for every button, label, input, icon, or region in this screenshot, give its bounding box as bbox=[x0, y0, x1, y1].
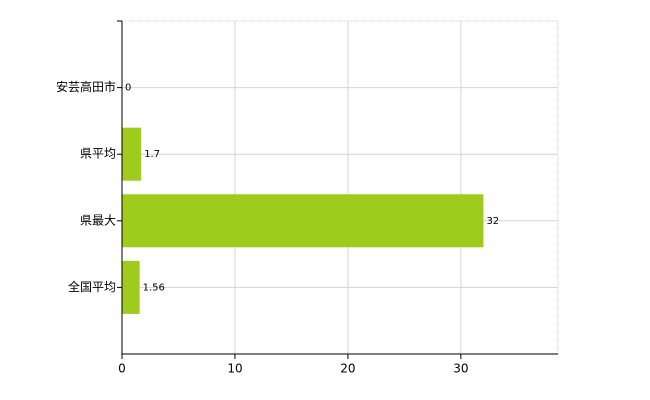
y-tick-label: 県平均 bbox=[80, 147, 116, 161]
y-tick-label: 県最大 bbox=[80, 213, 116, 227]
bar bbox=[122, 194, 484, 248]
y-tick-label: 全国平均 bbox=[68, 279, 116, 294]
data-label: 0 bbox=[125, 83, 131, 94]
bar bbox=[122, 260, 140, 314]
data-label: 1.7 bbox=[144, 149, 160, 160]
x-tick-label: 0 bbox=[118, 362, 126, 376]
data-label: 1.56 bbox=[143, 282, 165, 293]
x-tick-label: 10 bbox=[227, 362, 242, 376]
data-label: 32 bbox=[486, 216, 499, 227]
y-tick-label: 安芸高田市 bbox=[56, 79, 116, 94]
bar bbox=[122, 127, 142, 181]
x-tick-label: 30 bbox=[453, 362, 468, 376]
x-tick-label: 20 bbox=[340, 362, 355, 376]
